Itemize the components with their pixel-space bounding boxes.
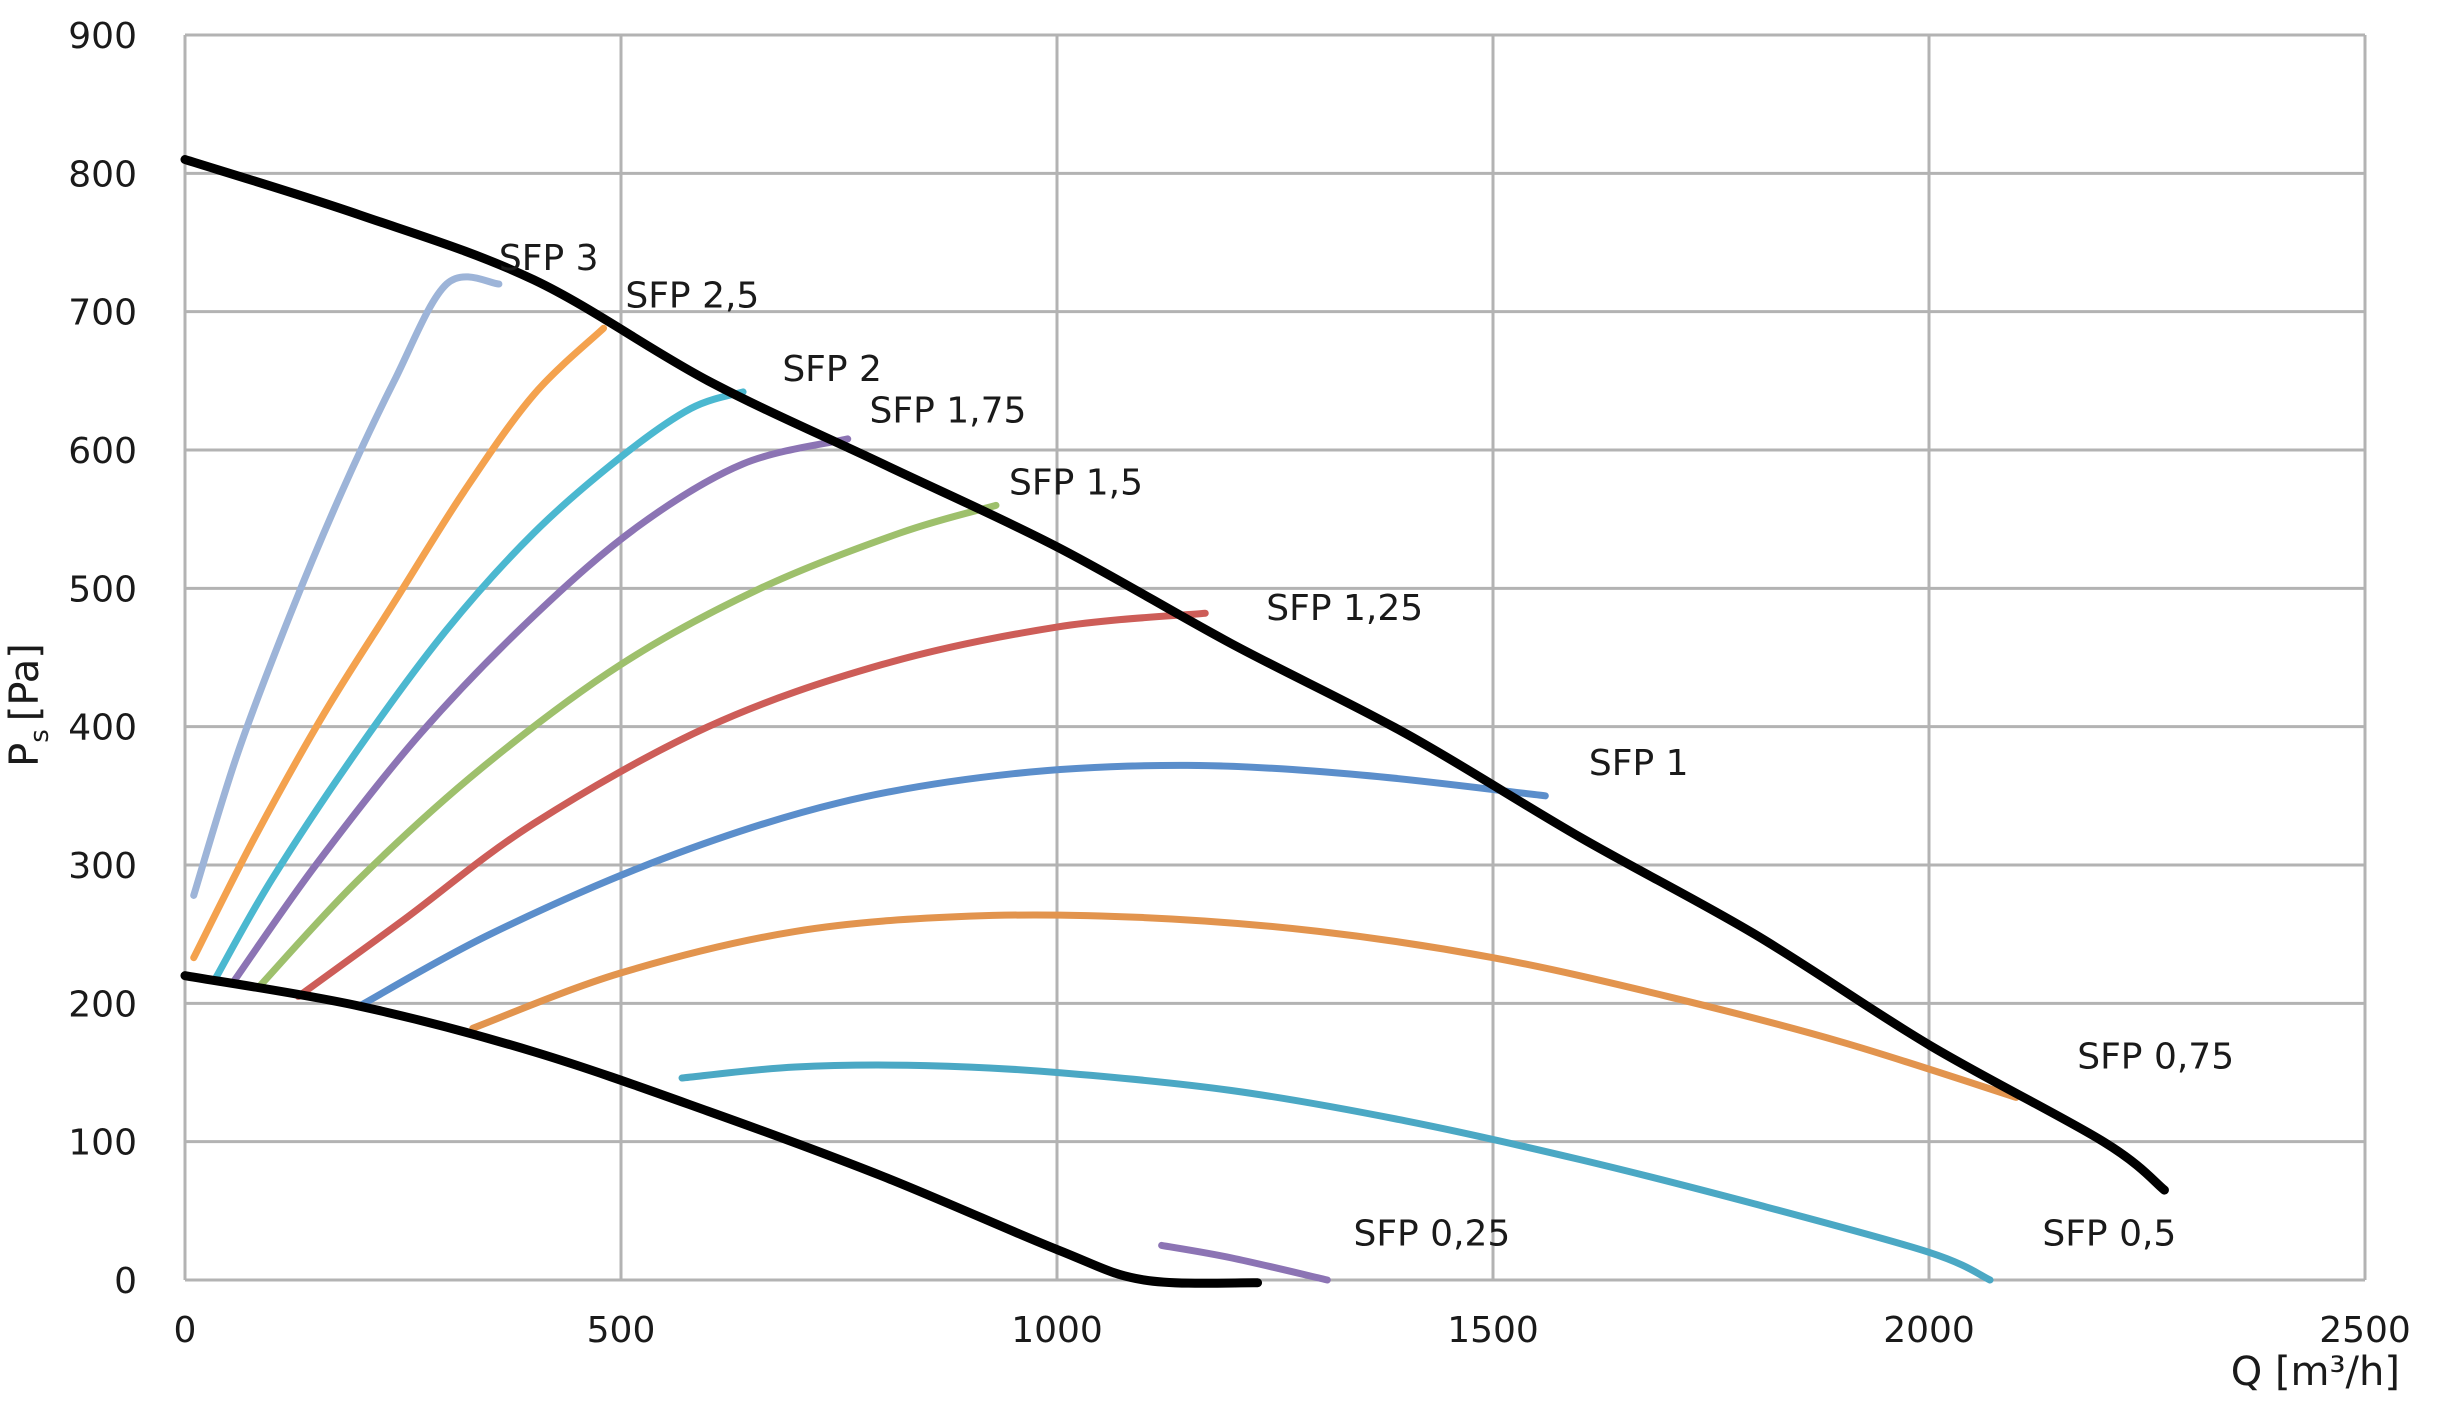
- y-tick-label: 100: [68, 1123, 137, 1164]
- series-label-7: SFP 0,75: [2077, 1036, 2234, 1077]
- x-tick-label: 2000: [1883, 1310, 1975, 1351]
- y-tick-label: 800: [68, 154, 137, 195]
- y-tick-label: 600: [68, 431, 137, 472]
- series-label-5: SFP 1,25: [1266, 588, 1423, 629]
- y-tick-label: 500: [68, 569, 137, 610]
- series-line-1: [190, 324, 608, 962]
- series-line-8: [678, 1061, 1994, 1284]
- x-axis-label: Q [m³/h]: [2231, 1349, 2400, 1395]
- x-tick-label: 500: [587, 1310, 656, 1351]
- y-tick-label: 400: [68, 708, 137, 749]
- series-line-7: [469, 911, 2020, 1101]
- series-label-9: SFP 0,25: [1353, 1213, 1510, 1254]
- series-line-5: [294, 609, 1209, 1000]
- series-label-0: SFP 3: [499, 238, 599, 279]
- axis-ticks: 0 100 200 300 400 500 600 700 800 900 0 500 1000 1500…: [68, 16, 2411, 1351]
- x-tick-label: 2500: [2319, 1310, 2411, 1351]
- boundary-curves: [180, 155, 2169, 1288]
- y-axis-label-main: P: [2, 743, 48, 767]
- series-label-4: SFP 1,5: [1009, 462, 1143, 503]
- min-boundary-line: [180, 971, 1263, 1288]
- series-label-3: SFP 1,75: [870, 390, 1027, 431]
- series-line-3: [229, 435, 852, 987]
- grid-lines: [183, 33, 2367, 1282]
- y-tick-label: 300: [68, 846, 137, 887]
- y-tick-label: 900: [68, 16, 137, 57]
- series-label-8: SFP 0,5: [2042, 1213, 2176, 1254]
- y-axis-label: Ps [Pa]: [2, 643, 55, 767]
- y-tick-label: 0: [114, 1261, 137, 1302]
- series-label-6: SFP 1: [1589, 743, 1689, 784]
- y-tick-label: 200: [68, 984, 137, 1025]
- series-line-4: [255, 501, 1000, 991]
- y-axis-label-unit: [Pa]: [2, 643, 48, 721]
- y-axis-label-sub: s: [25, 729, 55, 743]
- x-tick-label: 1000: [1011, 1310, 1103, 1351]
- x-tick-label: 1500: [1447, 1310, 1539, 1351]
- x-tick-label: 0: [174, 1310, 197, 1351]
- series-line-2: [212, 388, 747, 982]
- series-label-1: SFP 2,5: [625, 276, 759, 317]
- series-line-6: [355, 761, 1549, 1010]
- sfp-curves: [190, 273, 2020, 1284]
- svg-text:Ps[Pa]: Ps [Pa]: [2, 643, 55, 767]
- y-tick-label: 700: [68, 293, 137, 334]
- max-boundary-line: [180, 155, 2169, 1195]
- series-line-0: [190, 273, 503, 899]
- series-label-2: SFP 2: [782, 349, 882, 390]
- series-line-9: [1158, 1241, 1331, 1284]
